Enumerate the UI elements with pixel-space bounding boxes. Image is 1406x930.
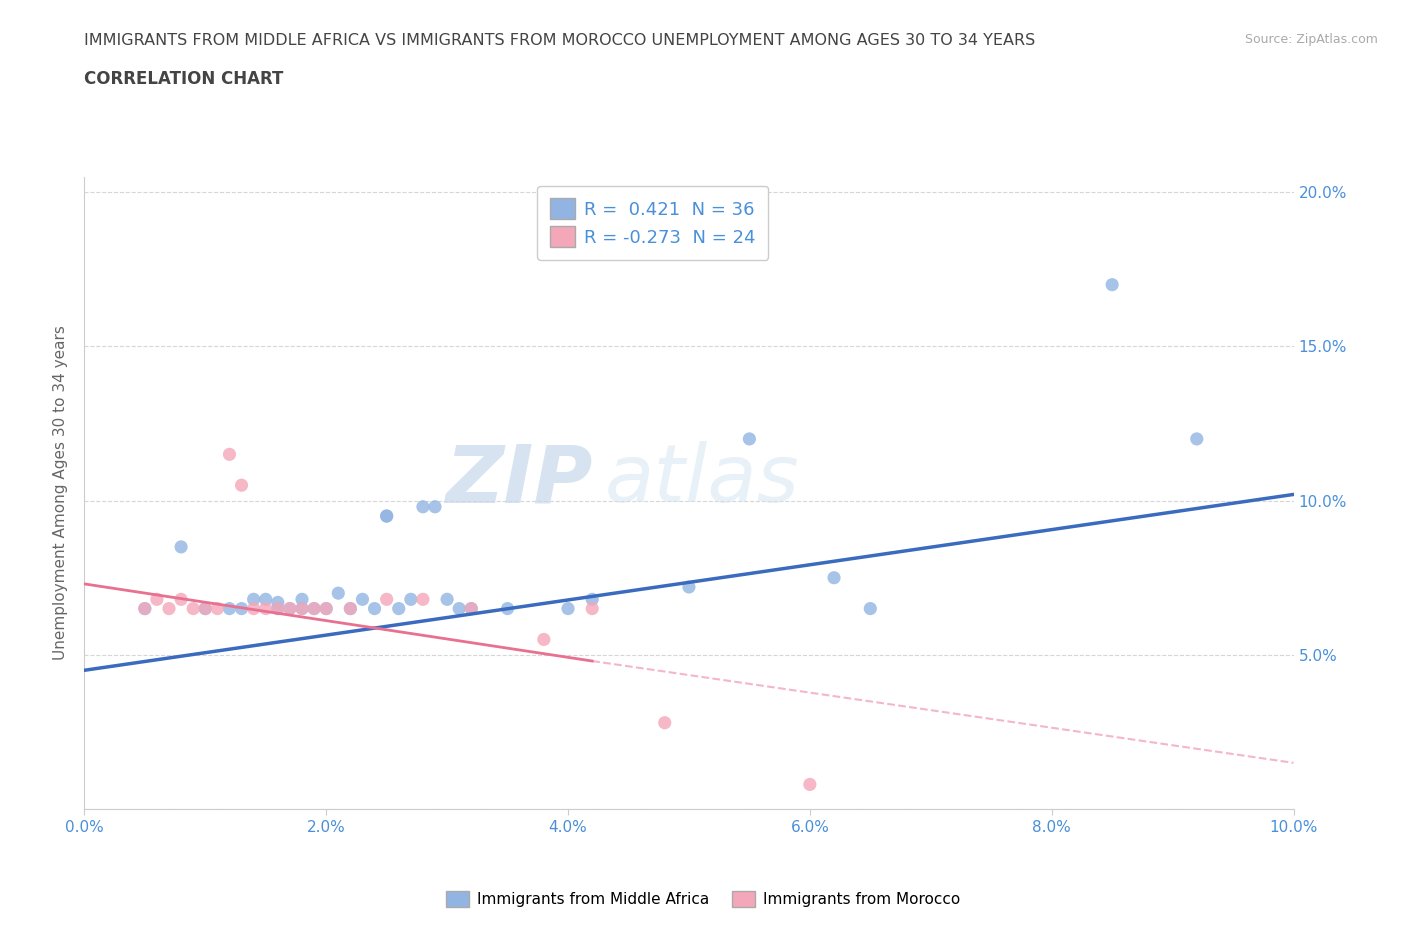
Point	[460, 601, 482, 616]
Point	[375, 591, 398, 606]
Text: ZIP: ZIP	[444, 441, 592, 519]
Point	[823, 570, 845, 585]
Point	[352, 591, 374, 606]
Point	[363, 601, 385, 616]
Point	[170, 539, 193, 554]
Point	[291, 601, 314, 616]
Point	[581, 601, 603, 616]
Legend: Immigrants from Middle Africa, Immigrants from Morocco: Immigrants from Middle Africa, Immigrant…	[440, 884, 966, 913]
Point	[533, 632, 555, 647]
Point	[315, 601, 337, 616]
Point	[242, 591, 264, 606]
Point	[194, 601, 217, 616]
Point	[146, 591, 169, 606]
Point	[291, 601, 314, 616]
Point	[267, 595, 290, 610]
Point	[375, 509, 398, 524]
Point	[242, 601, 264, 616]
Point	[412, 499, 434, 514]
Point	[157, 601, 180, 616]
Text: atlas: atlas	[605, 441, 799, 519]
Point	[194, 601, 217, 616]
Point	[267, 601, 290, 616]
Point	[1185, 432, 1208, 446]
Point	[1101, 277, 1123, 292]
Point	[581, 591, 603, 606]
Point	[254, 601, 277, 616]
Point	[302, 601, 325, 616]
Point	[738, 432, 761, 446]
Point	[134, 601, 156, 616]
Point	[218, 601, 240, 616]
Point	[291, 591, 314, 606]
Point	[859, 601, 882, 616]
Point	[375, 509, 398, 524]
Point	[315, 601, 337, 616]
Point	[170, 591, 193, 606]
Point	[388, 601, 411, 616]
Point	[339, 601, 361, 616]
Legend: R =  0.421  N = 36, R = -0.273  N = 24: R = 0.421 N = 36, R = -0.273 N = 24	[537, 186, 768, 260]
Point	[278, 601, 301, 616]
Point	[218, 447, 240, 462]
Point	[496, 601, 519, 616]
Point	[302, 601, 325, 616]
Point	[339, 601, 361, 616]
Point	[436, 591, 458, 606]
Point	[460, 601, 482, 616]
Point	[254, 591, 277, 606]
Point	[654, 715, 676, 730]
Point	[181, 601, 204, 616]
Point	[423, 499, 446, 514]
Y-axis label: Unemployment Among Ages 30 to 34 years: Unemployment Among Ages 30 to 34 years	[53, 326, 69, 660]
Point	[328, 586, 350, 601]
Point	[449, 601, 471, 616]
Text: IMMIGRANTS FROM MIDDLE AFRICA VS IMMIGRANTS FROM MOROCCO UNEMPLOYMENT AMONG AGES: IMMIGRANTS FROM MIDDLE AFRICA VS IMMIGRA…	[84, 33, 1036, 47]
Point	[207, 601, 229, 616]
Point	[231, 601, 253, 616]
Point	[399, 591, 422, 606]
Text: CORRELATION CHART: CORRELATION CHART	[84, 70, 284, 87]
Point	[231, 478, 253, 493]
Point	[678, 579, 700, 594]
Point	[134, 601, 156, 616]
Point	[799, 777, 821, 791]
Point	[278, 601, 301, 616]
Point	[267, 601, 290, 616]
Point	[557, 601, 579, 616]
Text: Source: ZipAtlas.com: Source: ZipAtlas.com	[1244, 33, 1378, 46]
Point	[412, 591, 434, 606]
